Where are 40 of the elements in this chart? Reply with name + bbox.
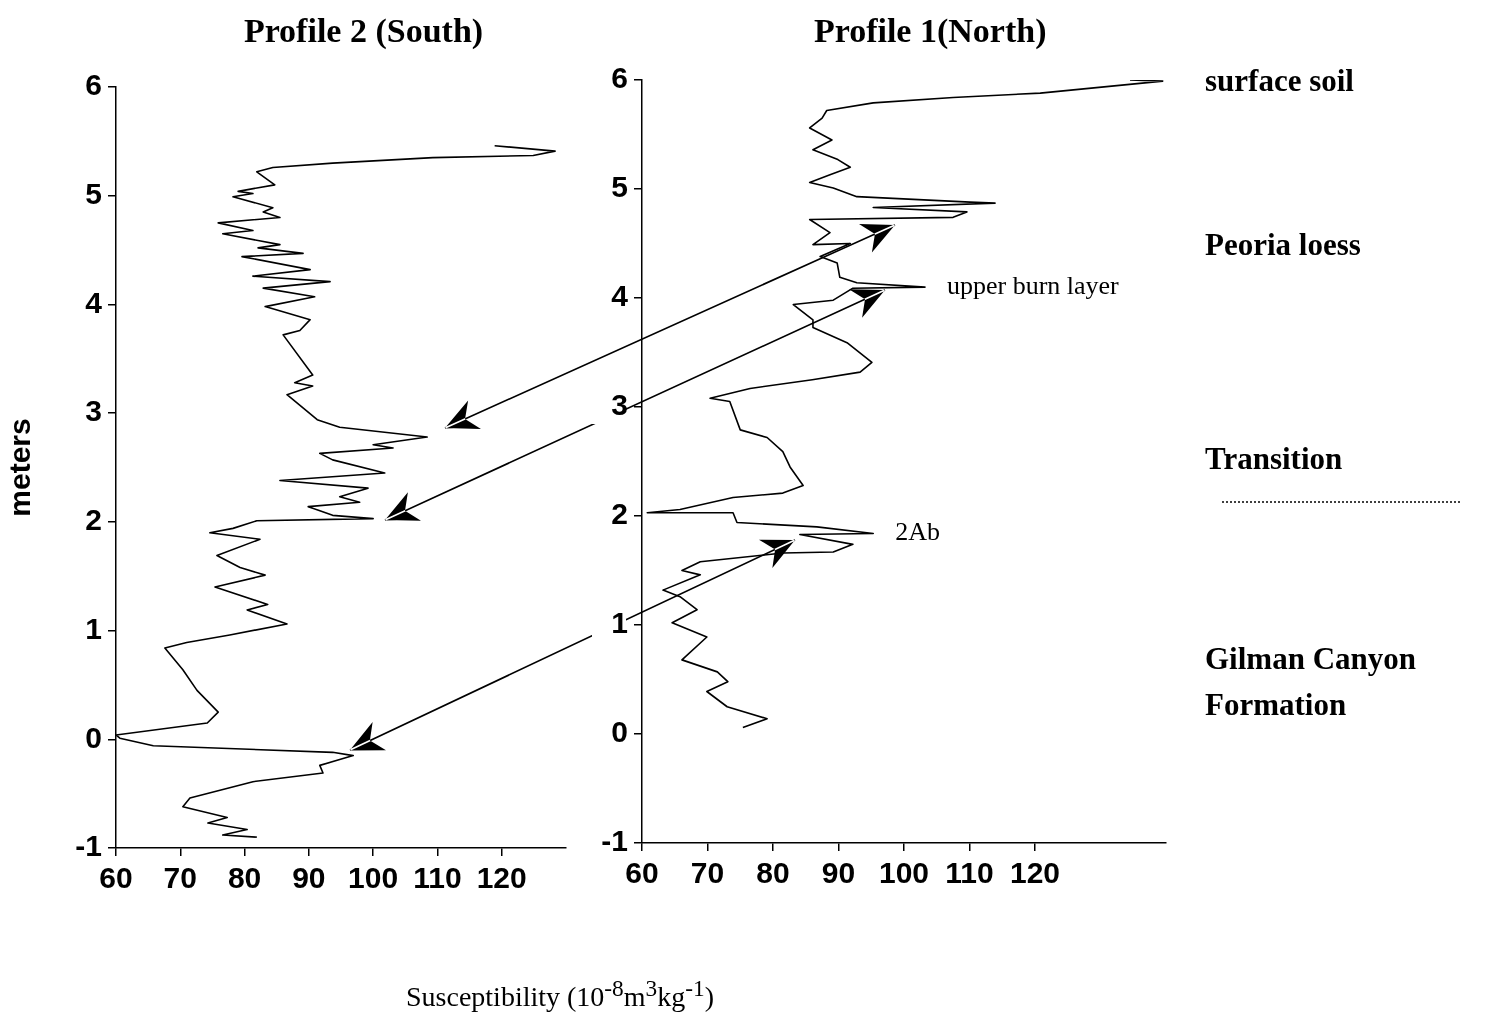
y-tick-label: 2 [611,497,628,531]
y-tick-label: 4 [611,279,629,313]
x-tick-label: 100 [878,856,930,890]
text: Peoria loess [1205,226,1362,264]
x-axis-title: Susceptibility (10$^{-8}$m$^{3}$kg$^{-1}$) [406,975,714,1014]
y-tick-label: 5 [85,176,102,210]
x-tick-label: 120 [1009,856,1061,890]
annotation: 2Ab [895,517,940,547]
text: surface soil [1205,62,1355,100]
x-tick-label: 90 [292,861,326,895]
y-tick-label: 1 [85,611,102,645]
annotation: upper burn layer [946,270,1120,300]
text: Gilman Canyon Formation [1205,640,1418,724]
chart-title: Profile 1(North) [813,12,1047,50]
y-tick-label: 6 [611,61,628,95]
y-tick-label: -1 [601,824,628,858]
text: Transition [1205,440,1344,478]
x-tick-label: 70 [690,856,725,890]
x-tick-label: 90 [821,856,856,890]
x-tick-label: 110 [945,856,994,890]
x-tick-label: 120 [476,861,527,895]
chart-title: Profile 2 (South) [243,12,484,50]
y-tick-label: 3 [611,388,628,422]
x-tick-label: 80 [227,861,262,895]
x-tick-label: 110 [413,861,462,895]
y-tick-label: 4 [85,285,103,319]
y-tick-label: -1 [75,829,102,863]
x-tick-label: 60 [625,856,659,890]
y-tick-label: 0 [85,720,102,754]
y-axis-title: meters [3,418,37,517]
y-tick-label: 3 [85,394,102,428]
y-tick-label: 6 [85,68,102,102]
y-tick-label: 5 [611,170,628,204]
y-tick-label: 1 [611,606,628,640]
y-tick-label: 0 [611,715,628,749]
x-tick-label: 60 [99,861,133,895]
y-tick-label: 2 [85,503,102,537]
x-tick-label: 70 [163,861,197,895]
x-tick-label: 80 [756,856,790,890]
x-tick-label: 100 [348,861,399,895]
